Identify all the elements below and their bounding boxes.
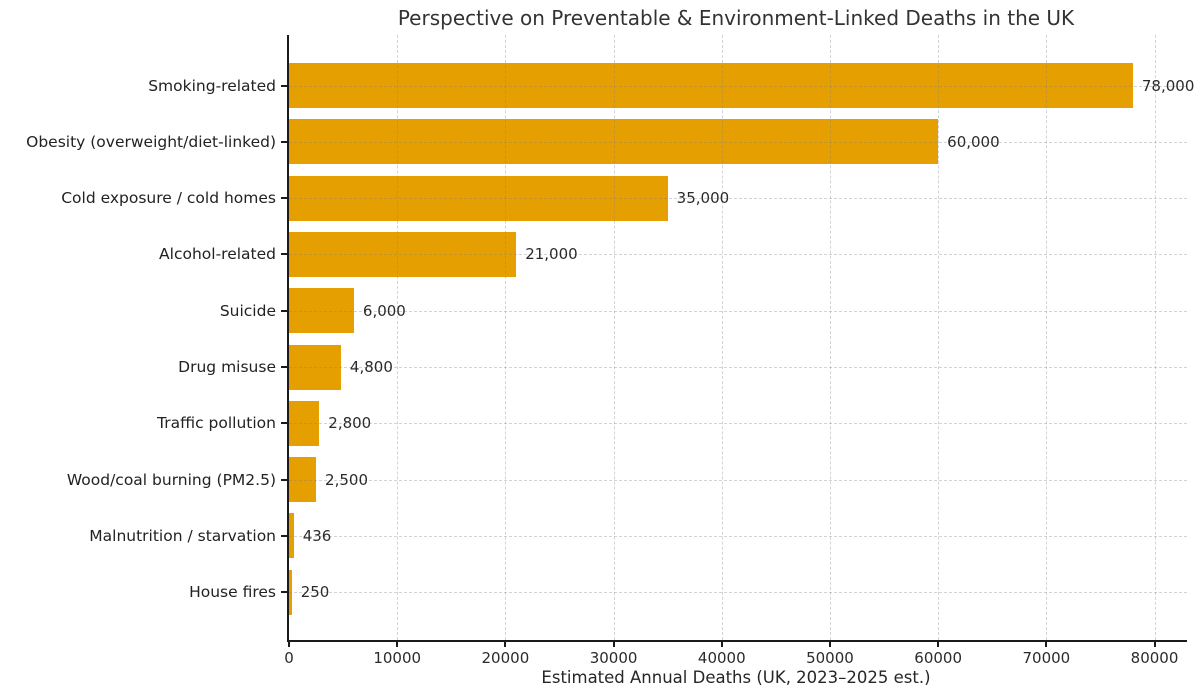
- y-axis-category-label: Suicide: [219, 301, 276, 320]
- bar-value-label: 78,000: [1141, 76, 1195, 95]
- bar-value-label: 436: [302, 526, 332, 545]
- bar-value-label: 35,000: [676, 189, 730, 208]
- y-axis-category-label: Malnutrition / starvation: [89, 526, 276, 545]
- x-gridline: [938, 35, 940, 640]
- x-axis-tick-label: 80000: [1130, 649, 1179, 667]
- x-axis-tick: [396, 642, 399, 647]
- bar-value-label: 21,000: [525, 245, 578, 264]
- bar-value-label: 2,800: [328, 414, 372, 433]
- x-gridline: [829, 35, 831, 640]
- y-gridline: [289, 423, 1187, 425]
- y-axis-category-label: House fires: [189, 583, 276, 602]
- y-axis-tick: [281, 197, 287, 200]
- y-axis-tick: [281, 366, 287, 368]
- y-gridline: [289, 367, 1187, 368]
- y-axis-category-label: Drug misuse: [178, 358, 276, 376]
- y-axis-category-label: Cold exposure / cold homes: [61, 189, 276, 208]
- y-axis-category-label: Smoking-related: [148, 76, 276, 95]
- bar-0: [289, 63, 1133, 108]
- x-axis-tick-label: 60000: [914, 649, 963, 667]
- x-gridline: [613, 35, 615, 640]
- y-axis-tick: [281, 478, 287, 481]
- y-axis-category-label: Alcohol-related: [159, 245, 276, 264]
- x-axis-tick-label: 70000: [1022, 649, 1071, 667]
- x-axis-tick: [1153, 642, 1156, 647]
- y-gridline: [289, 85, 1187, 87]
- y-axis-tick: [281, 534, 287, 537]
- y-gridline: [289, 254, 1187, 256]
- y-axis-tick: [281, 422, 287, 425]
- y-gridline: [289, 198, 1187, 200]
- x-axis-tick-label: 20000: [481, 649, 530, 667]
- x-axis-tick: [828, 642, 831, 647]
- bar-value-label: 250: [300, 583, 330, 602]
- bar-7: [289, 457, 317, 503]
- bar-6: [289, 400, 320, 446]
- x-axis-tick: [937, 642, 940, 647]
- bar-5: [289, 344, 341, 390]
- y-axis-category-label: Wood/coal burning (PM2.5): [66, 470, 276, 489]
- x-axis-tick: [504, 642, 507, 647]
- x-axis-tick-label: 50000: [806, 649, 854, 667]
- x-gridline: [397, 35, 399, 640]
- x-gridline: [721, 35, 723, 640]
- y-axis-tick: [281, 84, 287, 87]
- x-axis-tick: [720, 642, 723, 647]
- bar-value-label: 6,000: [362, 301, 406, 320]
- bar-2: [289, 175, 668, 221]
- x-axis-tick: [612, 642, 615, 647]
- y-gridline: [289, 535, 1187, 537]
- x-gridline: [1154, 35, 1156, 640]
- y-gridline: [289, 479, 1187, 481]
- y-axis-tick: [281, 591, 287, 594]
- y-axis-tick: [281, 140, 287, 143]
- x-axis-tick: [1045, 642, 1048, 647]
- x-axis-tick-label: 0: [284, 649, 294, 667]
- y-gridline: [289, 141, 1187, 143]
- x-axis-tick: [288, 642, 290, 647]
- bar-value-label: 2,500: [325, 470, 368, 489]
- x-gridline: [505, 35, 507, 640]
- chart-title: Perspective on Preventable & Environment…: [397, 6, 1075, 30]
- x-gridline: [1046, 35, 1048, 640]
- y-gridline: [289, 592, 1187, 594]
- x-axis-tick-label: 40000: [697, 649, 746, 667]
- bar-value-label: 4,800: [349, 358, 393, 376]
- plot-area: 78,000 60,000 35,000 21,000 6,000 4,800 2,800 2…: [287, 35, 1194, 642]
- bar-1: [289, 119, 939, 165]
- y-gridline: [289, 310, 1187, 312]
- y-axis-category-label: Traffic pollution: [157, 414, 276, 433]
- x-axis-label: Estimated Annual Deaths (UK, 2023–2025 e…: [541, 668, 931, 687]
- bar-9: [289, 569, 292, 615]
- y-axis-tick: [281, 309, 287, 312]
- x-axis-tick-label: 30000: [589, 649, 638, 667]
- bar-3: [289, 231, 517, 277]
- x-axis-tick-label: 10000: [373, 649, 422, 667]
- bar-value-label: 60,000: [947, 132, 1000, 151]
- bar-8: [289, 513, 294, 559]
- y-axis-category-label: Obesity (overweight/diet-linked): [26, 132, 276, 151]
- bar-4: [289, 288, 354, 334]
- y-axis-tick: [281, 253, 287, 256]
